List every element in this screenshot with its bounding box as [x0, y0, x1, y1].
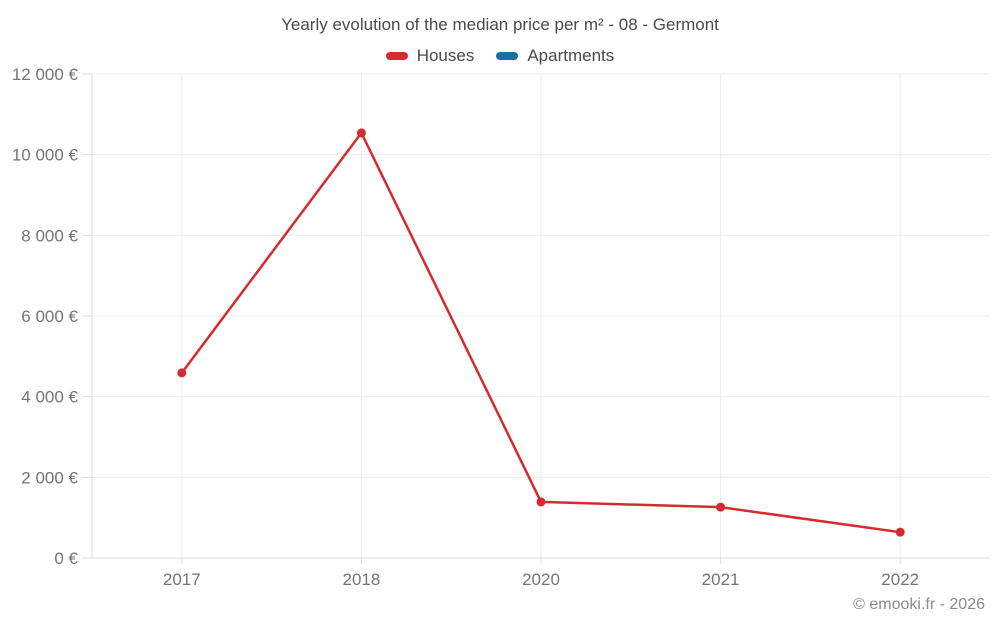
- copyright-credit: © emooki.fr - 2026: [853, 596, 985, 613]
- data-point-houses: [536, 497, 546, 507]
- x-axis-tick-label: 2020: [522, 570, 560, 589]
- legend-item-apartments[interactable]: Apartments: [496, 46, 614, 66]
- data-point-houses: [356, 128, 366, 138]
- y-axis-tick-label: 8 000 €: [21, 226, 78, 245]
- legend-label-houses: Houses: [416, 46, 475, 65]
- y-axis-tick-label: 0 €: [54, 549, 78, 568]
- x-axis-tick-label: 2018: [342, 570, 380, 589]
- y-axis-tick-label: 12 000 €: [12, 65, 79, 84]
- legend-label-apartments: Apartments: [527, 46, 615, 65]
- x-axis-tick-label: 2022: [881, 570, 919, 589]
- data-point-houses: [716, 502, 726, 512]
- data-point-houses: [895, 527, 905, 537]
- chart-title: Yearly evolution of the median price per…: [281, 15, 719, 34]
- y-axis-tick-label: 2 000 €: [21, 468, 78, 487]
- chart-legend: Houses Apartments: [0, 46, 1000, 66]
- apartments-series-swatch-icon: [496, 52, 519, 60]
- x-axis-tick-label: 2017: [163, 570, 201, 589]
- x-axis-tick-label: 2021: [702, 570, 740, 589]
- houses-series-swatch-icon: [385, 52, 408, 60]
- y-axis-tick-label: 4 000 €: [21, 388, 78, 407]
- legend-item-houses[interactable]: Houses: [385, 46, 475, 66]
- data-point-houses: [177, 368, 187, 378]
- y-axis-tick-label: 10 000 €: [12, 146, 79, 165]
- y-axis-tick-label: 6 000 €: [21, 307, 78, 326]
